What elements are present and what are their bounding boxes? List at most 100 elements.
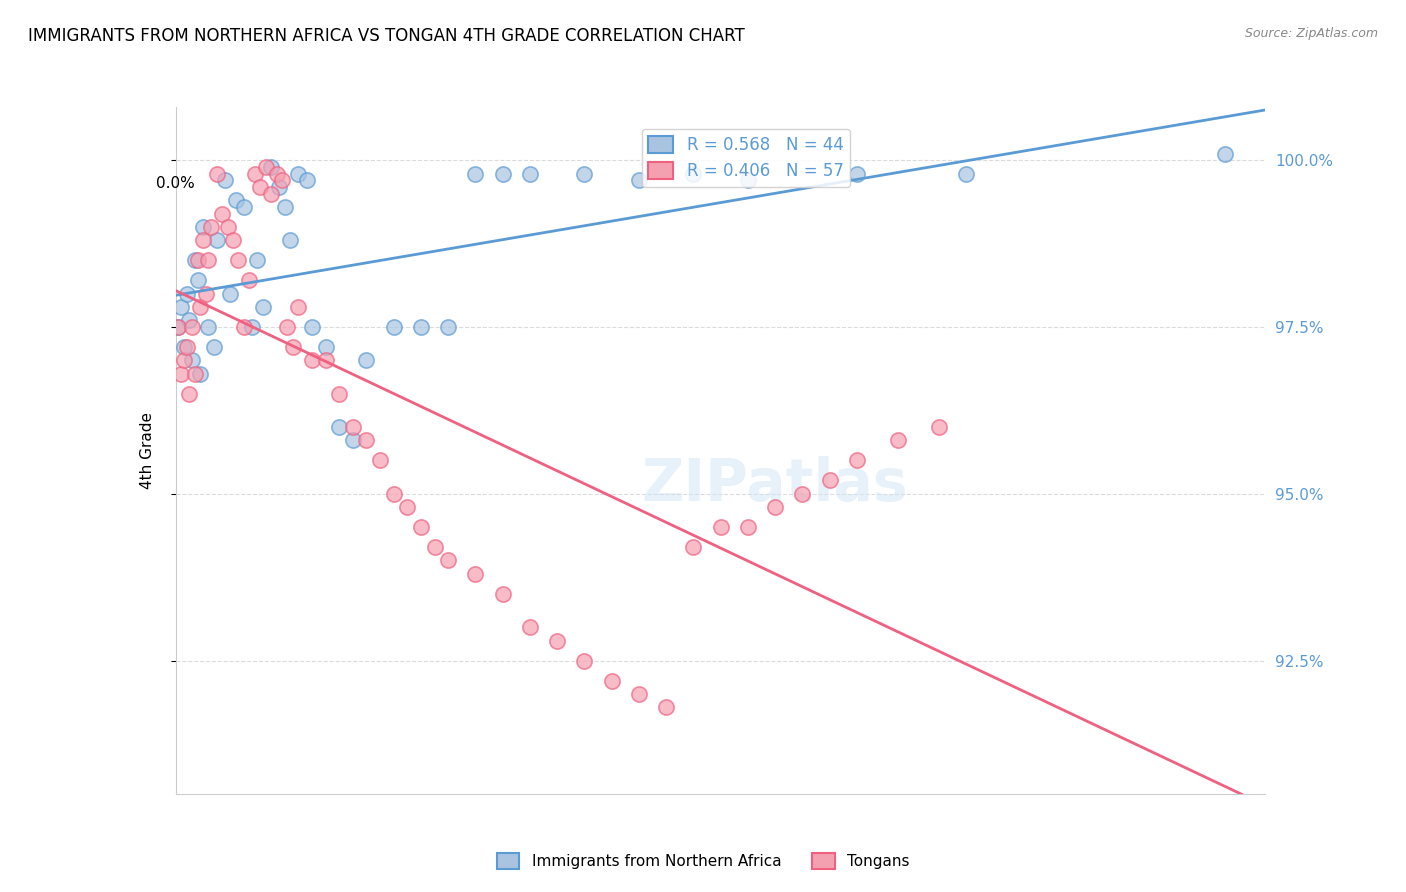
Point [737, 173, 759, 187]
Point [232, 200, 254, 214]
Point [382, 487, 405, 501]
Point [188, 367, 211, 381]
Point [682, 167, 704, 181]
Point [1213, 146, 1236, 161]
Point [368, 453, 391, 467]
Point [818, 474, 841, 488]
Point [232, 320, 254, 334]
Point [356, 353, 378, 368]
Point [492, 587, 515, 601]
Point [423, 540, 446, 554]
Point [181, 353, 204, 368]
Point [382, 320, 405, 334]
Text: Source: ZipAtlas.com: Source: ZipAtlas.com [1244, 27, 1378, 40]
Point [222, 234, 245, 248]
Point [179, 386, 201, 401]
Point [627, 687, 650, 701]
Point [845, 453, 868, 467]
Point [301, 320, 323, 334]
Point [205, 234, 228, 248]
Point [176, 286, 198, 301]
Point [574, 653, 596, 667]
Point [356, 434, 378, 448]
Point [682, 540, 704, 554]
Point [228, 253, 250, 268]
Point [179, 313, 201, 327]
Point [315, 340, 337, 354]
Point [214, 173, 236, 187]
Point [249, 180, 271, 194]
Point [167, 320, 190, 334]
Point [928, 420, 950, 434]
Point [167, 320, 190, 334]
Point [260, 160, 283, 174]
Point [254, 160, 277, 174]
Text: IMMIGRANTS FROM NORTHERN AFRICA VS TONGAN 4TH GRADE CORRELATION CHART: IMMIGRANTS FROM NORTHERN AFRICA VS TONGA… [28, 27, 745, 45]
Point [200, 220, 222, 235]
Point [173, 340, 195, 354]
Point [328, 420, 350, 434]
Point [191, 220, 214, 235]
Point [342, 434, 364, 448]
Point [197, 320, 219, 334]
Point [238, 273, 260, 287]
Point [271, 173, 294, 187]
Point [281, 340, 304, 354]
Point [763, 500, 786, 515]
Point [188, 300, 211, 314]
Point [170, 367, 193, 381]
Point [202, 340, 225, 354]
Legend: R = 0.568   N = 44, R = 0.406   N = 57: R = 0.568 N = 44, R = 0.406 N = 57 [641, 129, 851, 187]
Point [710, 520, 733, 534]
Point [278, 234, 301, 248]
Point [246, 253, 269, 268]
Point [574, 167, 596, 181]
Point [243, 167, 266, 181]
Point [301, 353, 323, 368]
Point [464, 566, 486, 581]
Point [287, 300, 309, 314]
Point [845, 167, 868, 181]
Point [464, 167, 486, 181]
Point [655, 700, 678, 714]
Point [328, 386, 350, 401]
Point [315, 353, 337, 368]
Point [197, 253, 219, 268]
Point [181, 320, 204, 334]
Point [342, 420, 364, 434]
Point [287, 167, 309, 181]
Point [266, 167, 288, 181]
Point [170, 300, 193, 314]
Point [191, 234, 214, 248]
Y-axis label: 4th Grade: 4th Grade [141, 412, 155, 489]
Point [184, 253, 207, 268]
Point [186, 273, 209, 287]
Point [205, 167, 228, 181]
Point [409, 320, 432, 334]
Point [219, 286, 242, 301]
Point [260, 186, 283, 201]
Point [737, 520, 759, 534]
Point [276, 320, 298, 334]
Point [396, 500, 419, 515]
Point [955, 167, 977, 181]
Point [186, 253, 209, 268]
Point [211, 207, 233, 221]
Point [519, 167, 541, 181]
Point [217, 220, 239, 235]
Point [274, 200, 297, 214]
Point [194, 286, 217, 301]
Point [600, 673, 623, 688]
Point [437, 320, 460, 334]
Point [792, 487, 814, 501]
Point [886, 434, 908, 448]
Point [492, 167, 515, 181]
Point [519, 620, 541, 634]
Point [295, 173, 318, 187]
Point [184, 367, 207, 381]
Text: ZIPatlas: ZIPatlas [641, 457, 908, 513]
Point [252, 300, 274, 314]
Point [225, 194, 247, 208]
Point [627, 173, 650, 187]
Legend: Immigrants from Northern Africa, Tongans: Immigrants from Northern Africa, Tongans [491, 847, 915, 875]
